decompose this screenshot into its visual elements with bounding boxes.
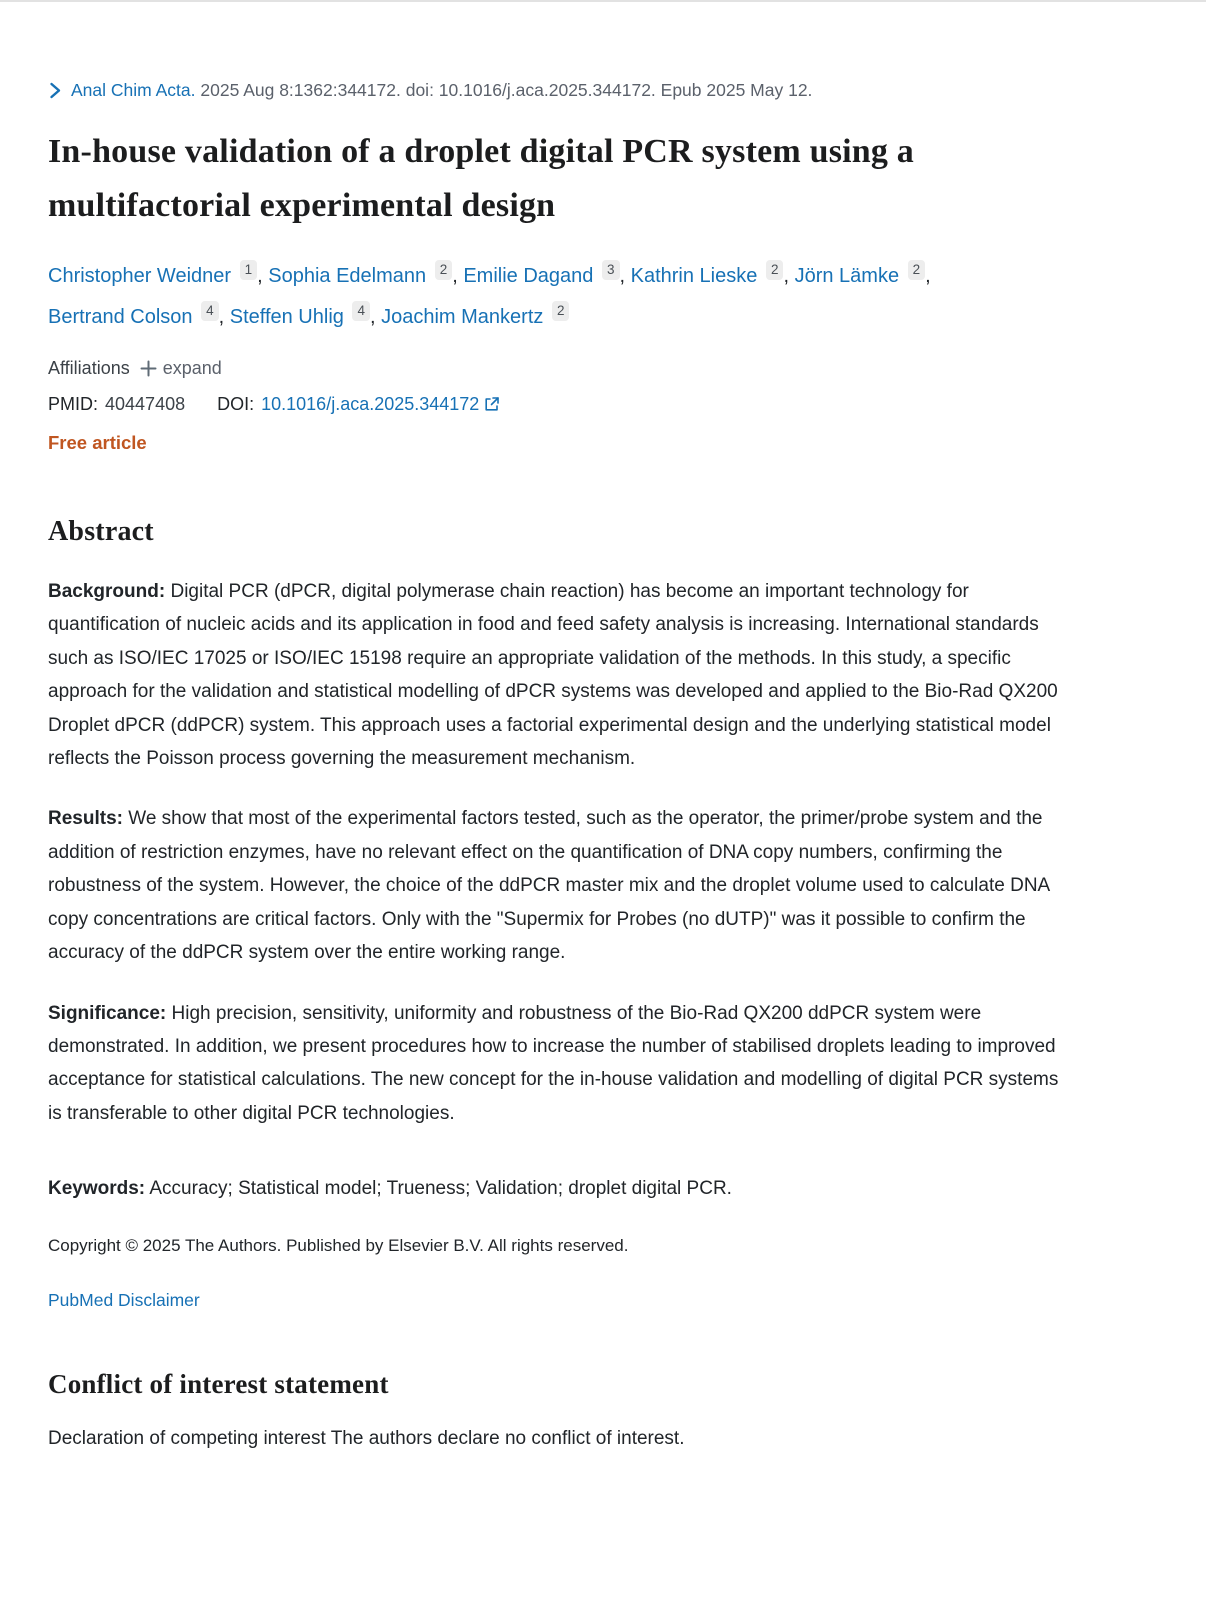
author-separator: , <box>925 264 931 287</box>
author: Jörn Lämke 2 <box>794 259 926 287</box>
author-separator: , <box>218 305 230 328</box>
page-top-divider <box>0 0 1206 2</box>
conflict-paragraph: Declaration of competing interest The au… <box>48 1427 685 1449</box>
author-link[interactable]: Jörn Lämke <box>794 264 900 287</box>
chevron-right-icon[interactable] <box>48 82 62 99</box>
pubmed-disclaimer-link[interactable]: PubMed Disclaimer <box>48 1289 200 1310</box>
author-link[interactable]: Sophia Edelmann <box>268 264 427 287</box>
author-separator: , <box>257 264 269 287</box>
copyright-notice: Copyright © 2025 The Authors. Published … <box>48 1235 629 1255</box>
author-list: Christopher Weidner 1, Sophia Edelmann 2… <box>48 256 1063 338</box>
author-affiliation-sup[interactable]: 4 <box>201 300 219 322</box>
expand-label: expand <box>162 357 222 378</box>
author: Christopher Weidner 1 <box>48 259 258 287</box>
pmid-value: 40447408 <box>105 393 186 414</box>
keywords-label: Keywords: <box>48 1178 146 1200</box>
author-affiliation-sup[interactable]: 2 <box>434 259 453 281</box>
article-page: Anal Chim Acta. 2025 Aug 8:1362:344172. … <box>0 80 1160 1495</box>
author-affiliation-sup[interactable]: 2 <box>765 259 784 281</box>
pmid-label: PMID: <box>48 393 99 414</box>
author-link[interactable]: Joachim Mankertz <box>381 305 544 328</box>
author-link[interactable]: Bertrand Colson <box>48 305 193 328</box>
author-link[interactable]: Steffen Uhlig <box>229 305 344 328</box>
plus-icon <box>140 360 157 377</box>
conflict-heading: Conflict of interest statement <box>48 1368 389 1399</box>
external-link-icon <box>484 396 500 412</box>
citation-bar: Anal Chim Acta. 2025 Aug 8:1362:344172. … <box>48 80 1108 101</box>
abstract-significance-paragraph: Significance: High precision, sensitivit… <box>48 1002 1059 1124</box>
author: Joachim Mankertz 2 <box>381 300 570 328</box>
background-label: Background: <box>48 580 166 602</box>
author: Kathrin Lieske 2 <box>630 259 784 287</box>
citation-details: 2025 Aug 8:1362:344172. doi: 10.1016/j.a… <box>200 80 813 100</box>
free-article-badge: Free article <box>48 431 147 453</box>
author-affiliation-sup[interactable]: 4 <box>352 300 370 322</box>
author-link[interactable]: Christopher Weidner <box>48 264 232 287</box>
author-affiliation-sup[interactable]: 2 <box>907 259 926 281</box>
author-affiliation-sup[interactable]: 2 <box>551 300 570 322</box>
identifiers-row: PMID: 40447408 DOI: 10.1016/j.aca.2025.3… <box>48 394 1160 415</box>
author: Bertrand Colson 4 <box>48 300 219 328</box>
doi-label: DOI: <box>217 393 255 414</box>
significance-label: Significance: <box>48 1002 167 1024</box>
author-link[interactable]: Emilie Dagand <box>463 264 594 287</box>
abstract-results-paragraph: Results: We show that most of the experi… <box>48 808 1050 964</box>
article-title: In-house validation of a droplet digital… <box>48 133 914 225</box>
affiliations-row: Affiliations expand <box>48 358 1160 379</box>
results-label: Results: <box>48 808 123 830</box>
author-separator: , <box>619 264 631 287</box>
pubmed-disclaimer: PubMed Disclaimer <box>48 1290 1160 1311</box>
journal-link[interactable]: Anal Chim Acta. <box>71 80 196 100</box>
author: Sophia Edelmann 2 <box>268 259 453 287</box>
author-separator: , <box>369 305 382 328</box>
affiliations-label: Affiliations <box>48 357 130 378</box>
author: Emilie Dagand 3 <box>463 259 620 287</box>
author-affiliation-sup[interactable]: 3 <box>601 259 620 281</box>
keywords-paragraph: Keywords: Accuracy; Statistical model; T… <box>48 1178 732 1200</box>
author-link[interactable]: Kathrin Lieske <box>630 264 758 287</box>
author: Steffen Uhlig 4 <box>229 300 370 328</box>
affiliations-expand-button[interactable]: expand <box>140 358 222 379</box>
author-separator: , <box>783 264 795 287</box>
author-affiliation-sup[interactable]: 1 <box>239 259 258 281</box>
abstract-heading: Abstract <box>48 515 154 547</box>
doi-link[interactable]: 10.1016/j.aca.2025.344172 <box>261 394 500 415</box>
abstract-background-paragraph: Background: Digital PCR (dPCR, digital p… <box>48 580 1058 769</box>
author-separator: , <box>452 264 464 287</box>
